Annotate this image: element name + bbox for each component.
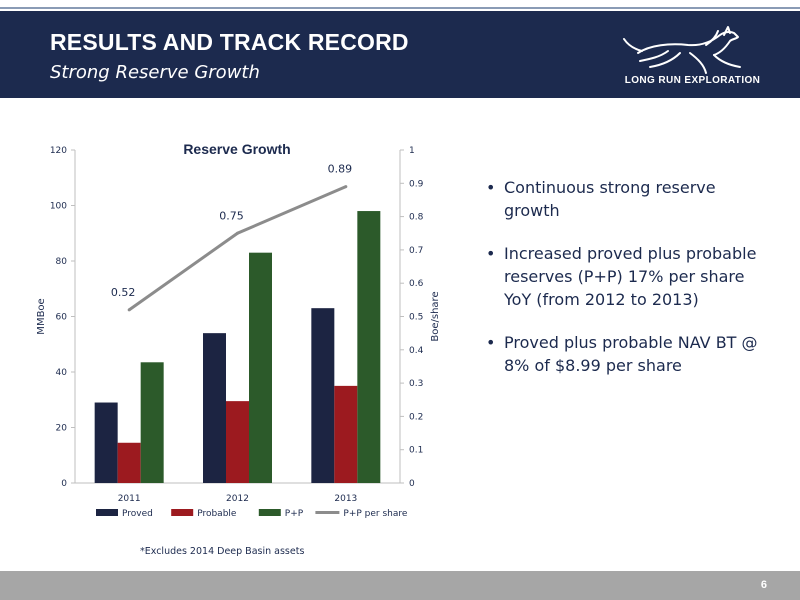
slide-footer: 6: [0, 571, 800, 600]
y-tick-label-right: 0.5: [409, 313, 423, 323]
data-label: 0.52: [111, 286, 135, 299]
y-tick-label-right: 0.2: [409, 412, 423, 422]
line-point: [127, 308, 131, 312]
x-tick-label: 2013: [334, 494, 357, 504]
top-accent-line: [0, 7, 800, 9]
top-rule: [0, 0, 800, 6]
bar-probable: [334, 385, 358, 483]
y-tick-label-right: 0.1: [409, 446, 423, 456]
bar-p-p: [249, 252, 272, 483]
logo-text: LONG RUN EXPLORATION: [624, 75, 761, 86]
legend-label: P+P: [285, 509, 304, 519]
y-axis-title-left: MMBoe: [36, 298, 47, 334]
bar-proved: [203, 333, 226, 483]
y-tick-label-left: 80: [56, 257, 68, 267]
y-tick-label-left: 40: [56, 368, 68, 378]
running-horse-icon: [623, 26, 741, 74]
chart-title: Reserve Growth: [183, 141, 290, 157]
line-point: [344, 185, 348, 189]
data-label: 0.89: [328, 163, 353, 176]
y-tick-label-left: 100: [50, 202, 67, 212]
y-tick-label-left: 120: [50, 146, 67, 156]
line-point: [236, 231, 239, 235]
y-tick-label-right: 0.9: [409, 179, 424, 189]
bullet-list: Continuous strong reserve growth Increas…: [484, 176, 764, 397]
y-tick-label-left: 20: [56, 424, 68, 434]
bullet-item: Continuous strong reserve growth: [484, 176, 764, 222]
y-tick-label-right: 0.6: [409, 279, 424, 289]
y-tick-label-right: 0.8: [409, 213, 424, 223]
slide-title: RESULTS AND TRACK RECORD: [50, 29, 409, 55]
y-tick-label-right: 0.7: [409, 246, 423, 256]
legend-label: Proved: [122, 509, 153, 519]
bar-probable: [226, 401, 249, 483]
footnote: *Excludes 2014 Deep Basin assets: [140, 546, 305, 557]
legend-swatch: [96, 509, 118, 516]
bullet-item: Increased proved plus probable reserves …: [484, 242, 764, 311]
bar-probable: [117, 442, 141, 483]
reserve-growth-chart: 0 20 40 60 80 100 120 0 0.1 0.2 0.3 0.4 0.5 0.6 0.7 0.8…: [36, 141, 441, 519]
y-tick-label-right: 1: [409, 146, 415, 156]
y-tick-label-left: 0: [61, 479, 67, 489]
legend-label: Probable: [197, 509, 237, 519]
y-tick-label-left: 60: [56, 313, 68, 323]
y-tick-label-right: 0.3: [409, 379, 423, 389]
bar-p-p: [140, 362, 164, 483]
bullet-item: Proved plus probable NAV BT @ 8% of $8.9…: [484, 331, 764, 377]
legend-swatch: [258, 509, 281, 516]
bar-proved: [311, 308, 335, 483]
y-axis-title-right: Boe/share: [430, 291, 441, 341]
legend-label: P+P per share: [343, 509, 407, 519]
legend-swatch: [171, 509, 194, 516]
x-tick-label: 2011: [118, 494, 141, 504]
y-tick-label-right: 0.4: [409, 346, 424, 356]
x-tick-label: 2012: [226, 494, 249, 504]
bar-p-p: [357, 211, 381, 484]
line-pp-per-share: [128, 185, 347, 312]
bar-proved: [94, 402, 118, 483]
y-tick-label-right: 0: [409, 479, 415, 489]
company-logo: LONG RUN EXPLORATION: [620, 23, 765, 91]
page-number: 6: [760, 579, 767, 591]
slide-header: RESULTS AND TRACK RECORD Strong Reserve …: [0, 11, 800, 98]
data-label: 0.75: [219, 209, 244, 222]
slide-subtitle: Strong Reserve Growth: [50, 62, 260, 83]
